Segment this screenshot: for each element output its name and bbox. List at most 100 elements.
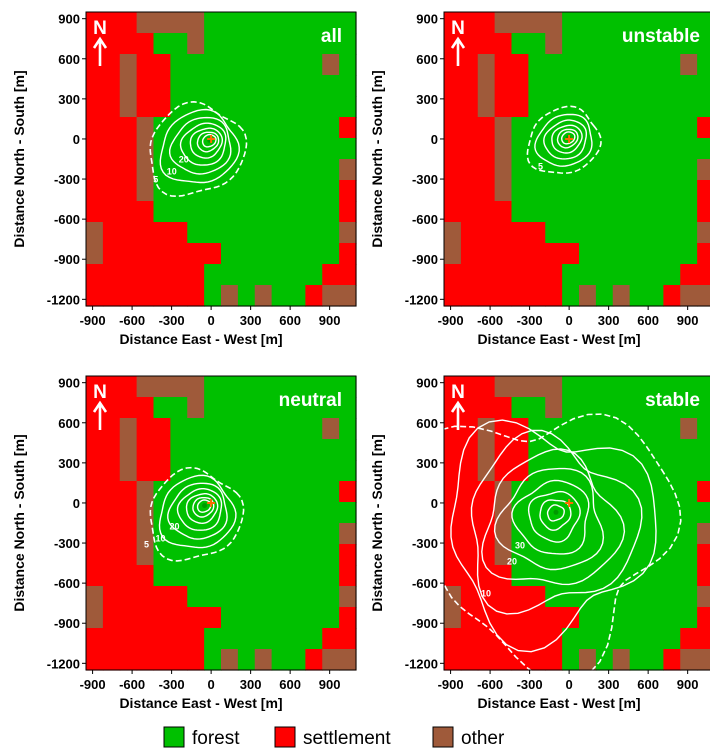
landcover-cell bbox=[339, 628, 357, 650]
landcover-cell bbox=[477, 243, 496, 265]
landcover-cell bbox=[305, 439, 323, 461]
landcover-cell bbox=[187, 159, 205, 181]
landcover-cell bbox=[477, 418, 496, 440]
landcover-cell bbox=[646, 607, 664, 629]
landcover-cell bbox=[511, 397, 529, 419]
landcover-cell bbox=[102, 628, 121, 650]
landcover-cell bbox=[663, 376, 681, 398]
landcover-cell bbox=[697, 544, 710, 566]
landcover-cell bbox=[288, 502, 306, 524]
landcover-cell bbox=[322, 201, 340, 223]
landcover-cell bbox=[271, 502, 290, 524]
landcover-cell bbox=[339, 33, 357, 55]
landcover-cell bbox=[562, 439, 580, 461]
landcover-cell bbox=[221, 397, 239, 419]
landcover-cell bbox=[680, 439, 698, 461]
landcover-cell bbox=[663, 75, 681, 97]
landcover-cell bbox=[237, 544, 256, 566]
landcover-cell bbox=[102, 180, 121, 202]
landcover-cell bbox=[663, 243, 681, 265]
landcover-cell bbox=[221, 201, 239, 223]
footprint-contour bbox=[527, 490, 581, 543]
legend-label-forest: forest bbox=[192, 728, 240, 749]
landcover-cell bbox=[460, 222, 479, 244]
landcover-cell bbox=[646, 628, 664, 650]
landcover-cell bbox=[562, 264, 580, 286]
landcover-cell bbox=[460, 628, 479, 650]
landcover-cell bbox=[511, 222, 529, 244]
y-tick-label: 300 bbox=[58, 92, 80, 107]
landcover-cell bbox=[697, 502, 710, 524]
landcover-cell bbox=[494, 649, 513, 671]
landcover-cell bbox=[612, 460, 631, 482]
landcover-cell bbox=[339, 54, 357, 76]
landcover-cell bbox=[528, 222, 546, 244]
x-tick-label: -300 bbox=[517, 677, 543, 692]
landcover-cell bbox=[221, 96, 239, 118]
landcover-cell bbox=[102, 439, 121, 461]
landcover-cell bbox=[119, 418, 138, 440]
landcover-cell bbox=[646, 12, 664, 34]
landcover-cell bbox=[562, 565, 580, 587]
footprint-contour bbox=[556, 128, 579, 149]
landcover-cell bbox=[86, 586, 104, 608]
landcover-cell bbox=[545, 397, 563, 419]
landcover-cell bbox=[170, 586, 188, 608]
landcover-cell bbox=[680, 222, 698, 244]
landcover-cell bbox=[322, 418, 340, 440]
landcover-cell bbox=[528, 201, 546, 223]
contour-label: 10 bbox=[155, 534, 165, 544]
y-axis-label: Distance North - South [m] bbox=[369, 70, 385, 247]
landcover-cell bbox=[629, 75, 648, 97]
footprint-contour bbox=[159, 108, 240, 184]
landcover-cell bbox=[494, 586, 513, 608]
landcover-cell bbox=[86, 201, 104, 223]
landcover-cell bbox=[271, 586, 290, 608]
landcover-cell bbox=[271, 12, 290, 34]
landcover-cell bbox=[271, 96, 290, 118]
landcover-cell bbox=[237, 75, 256, 97]
landcover-cell bbox=[339, 12, 357, 34]
landcover-cell bbox=[170, 607, 188, 629]
landcover-cell bbox=[237, 33, 256, 55]
landcover-cell bbox=[680, 12, 698, 34]
landcover-cell bbox=[595, 523, 614, 545]
panel-stable: 5 10 20 30 N stable -900 -600 -300 0 300 600 900 900 6… bbox=[369, 375, 710, 711]
landcover-cell bbox=[528, 159, 546, 181]
landcover-cell bbox=[119, 649, 138, 671]
landcover-cell bbox=[305, 138, 323, 160]
landcover-cell bbox=[646, 180, 664, 202]
y-tick-label: -1200 bbox=[47, 656, 80, 671]
landcover-cell bbox=[646, 117, 664, 139]
panel-title: neutral bbox=[279, 390, 342, 411]
landcover-cell bbox=[86, 243, 104, 265]
landcover-cell bbox=[697, 222, 710, 244]
landcover-cell bbox=[697, 523, 710, 545]
landcover-cell bbox=[86, 117, 104, 139]
landcover-cell bbox=[562, 397, 580, 419]
landcover-cell bbox=[221, 285, 239, 307]
landcover-cell bbox=[612, 180, 631, 202]
x-tick-label: 0 bbox=[566, 677, 573, 692]
y-tick-label: -300 bbox=[412, 172, 438, 187]
landcover-cell bbox=[511, 12, 529, 34]
landcover-cell bbox=[288, 586, 306, 608]
landcover-cell bbox=[271, 117, 290, 139]
landcover-cell bbox=[254, 159, 273, 181]
landcover-cell bbox=[136, 159, 155, 181]
landcover-cell bbox=[254, 96, 273, 118]
landcover-cell bbox=[153, 607, 171, 629]
landcover-cell bbox=[477, 96, 496, 118]
landcover-cell bbox=[153, 201, 171, 223]
contour-label: 20 bbox=[169, 522, 179, 532]
landcover-cell bbox=[612, 138, 631, 160]
landcover-cell bbox=[697, 628, 710, 650]
landcover-cell bbox=[102, 544, 121, 566]
landcover-cell bbox=[528, 243, 546, 265]
landcover-cell bbox=[288, 285, 306, 307]
contour-label: 20 bbox=[507, 556, 517, 566]
landcover-cell bbox=[119, 33, 138, 55]
y-tick-label: 300 bbox=[58, 456, 80, 471]
landcover-cell bbox=[119, 523, 138, 545]
landcover-cell bbox=[153, 264, 171, 286]
